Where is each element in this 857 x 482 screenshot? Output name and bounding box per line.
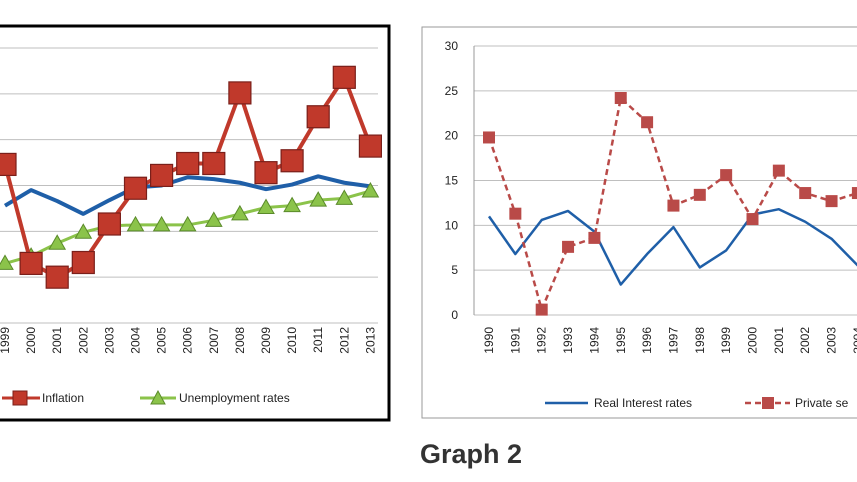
chart2-private-sector-point — [588, 231, 601, 244]
chart1-inflation-point — [97, 212, 122, 236]
chart2-private-sector-point — [535, 303, 548, 316]
chart2-x-tick-label: 1990 — [482, 327, 496, 354]
chart1-unemployment-point — [204, 211, 223, 227]
chart1-inflation-point — [45, 265, 69, 289]
chart1-x-tick-label: 2011 — [311, 327, 325, 353]
chart2-y-tick-label: 5 — [451, 263, 458, 277]
chart1-x-tick-label: 2005 — [155, 327, 169, 354]
chart2-x-tick-label: 1999 — [719, 327, 733, 354]
chart1-x-tick-label: 1999 — [0, 327, 12, 354]
chart1-legend-marker-inflation — [12, 390, 28, 406]
chart2-x-tick-label: 2002 — [798, 327, 812, 354]
chart1-series-line-blue — [3, 174, 371, 216]
chart1-unemployment-point — [152, 215, 171, 232]
chart1-x-tick-label: 2012 — [337, 327, 351, 354]
chart1-x-tick-label: 2008 — [233, 327, 247, 354]
chart1-inflation-point — [254, 161, 278, 185]
chart2-private-sector-point — [667, 199, 680, 212]
chart2-y-tick-label: 0 — [451, 308, 458, 322]
chart1-inflation-point — [0, 152, 17, 177]
chart2-x-tick-label: 1996 — [640, 327, 654, 354]
chart1-inflation-point — [306, 105, 330, 129]
chart2-private-sector-point — [693, 188, 706, 201]
chart1-legend-label-inflation: Inflation — [42, 391, 84, 405]
chart2-x-tick-label: 2001 — [772, 327, 786, 354]
chart1-unemployment-point — [74, 223, 93, 239]
chart1-inflation-point — [280, 149, 304, 173]
chart1-unemployment-point — [257, 198, 275, 214]
chart1-x-tick-label: 2002 — [76, 327, 90, 354]
chart2-private-sector-point — [746, 213, 759, 226]
chart2-x-tick-label: 2004 — [851, 327, 857, 354]
chart2-private-sector-point — [720, 169, 733, 182]
chart2-private-sector-point — [772, 164, 785, 177]
chart1-unemployment-point — [335, 189, 354, 205]
chart2-y-tick-label: 20 — [445, 129, 459, 143]
chart1-x-tick-label: 2004 — [129, 327, 143, 354]
chart2-x-tick-label: 1997 — [666, 327, 680, 354]
chart1-unemployment-point — [48, 234, 67, 250]
chart1-unemployment-point — [309, 191, 328, 207]
chart1-unemployment-point — [361, 181, 380, 198]
chart2-legend-label-private-sector: Private se — [795, 396, 849, 410]
chart2-x-tick-label: 2003 — [825, 327, 839, 354]
chart1-inflation-point — [228, 81, 252, 105]
chart2-private-sector-point — [483, 131, 495, 144]
chart2-private-sector-point — [825, 195, 838, 208]
chart2-x-tick-label: 1994 — [587, 327, 601, 354]
chart1-inflation-point — [71, 250, 95, 275]
chart1-inflation-point — [150, 163, 174, 188]
chart2-x-tick-label: 1991 — [508, 327, 522, 354]
chart2-private-sector-point — [641, 116, 654, 129]
chart1-unemployment-point — [126, 215, 145, 232]
chart1-inflation-point — [176, 151, 200, 176]
chart2-series-line-real-interest — [487, 207, 857, 286]
chart2-x-tick-label: 2000 — [746, 327, 760, 354]
chart1-x-tick-label: 2000 — [24, 327, 38, 354]
chart1-inflation-point — [19, 251, 43, 276]
chart2-legend-marker-private-sector — [762, 397, 774, 409]
chart1-inflation-point — [332, 65, 356, 89]
chart1: 1999 2000 2001 2002 2003 2004 2005 2006 2007 2008… — [0, 47, 382, 406]
chart2-private-sector-point — [614, 92, 627, 105]
chart2-legend-label-real-interest: Real Interest rates — [594, 396, 692, 410]
chart2-y-tick-label: 10 — [445, 218, 459, 232]
chart2-y-tick-label: 25 — [445, 84, 459, 98]
chart2-x-tick-label: 1992 — [535, 327, 549, 354]
chart1-x-tick-label: 2006 — [181, 327, 195, 354]
chart2-frame — [421, 26, 857, 419]
chart2: 0 5 10 15 20 25 30 1990 1991 1992 1993 1994 1995 1996… — [445, 39, 857, 410]
chart2-x-tick-label: 1993 — [561, 327, 575, 354]
chart1-x-tick-label: 2009 — [259, 327, 273, 354]
chart1-x-tick-label: 2007 — [207, 327, 221, 354]
chart1-unemployment-point — [0, 254, 14, 270]
chart2-caption: Graph 2 — [420, 439, 522, 469]
chart1-x-tick-label: 2010 — [285, 327, 299, 354]
chart1-legend-label-unemployment: Unemployment rates — [179, 391, 290, 405]
chart1-x-tick-label: 2001 — [50, 327, 64, 354]
chart2-x-tick-label: 1998 — [693, 327, 707, 354]
chart2-y-tick-label: 30 — [445, 39, 459, 53]
chart2-x-tick-label: 1995 — [614, 327, 628, 354]
chart1-x-tick-label: 2003 — [102, 327, 116, 354]
chart1-inflation-point — [202, 151, 226, 176]
chart1-inflation-point — [123, 176, 148, 200]
chart1-legend-marker-unemployment — [150, 389, 166, 405]
chart1-inflation-point — [358, 134, 382, 158]
chart2-private-sector-point — [799, 187, 812, 200]
chart1-unemployment-point — [231, 204, 249, 221]
chart1-unemployment-point — [283, 196, 301, 213]
chart2-private-sector-point — [562, 240, 575, 253]
chart2-y-tick-label: 15 — [445, 174, 459, 188]
chart1-unemployment-point — [178, 215, 197, 232]
chart1-x-tick-label: 2013 — [363, 327, 377, 354]
chart2-private-sector-point — [851, 187, 857, 200]
chart2-private-sector-point — [509, 207, 522, 220]
